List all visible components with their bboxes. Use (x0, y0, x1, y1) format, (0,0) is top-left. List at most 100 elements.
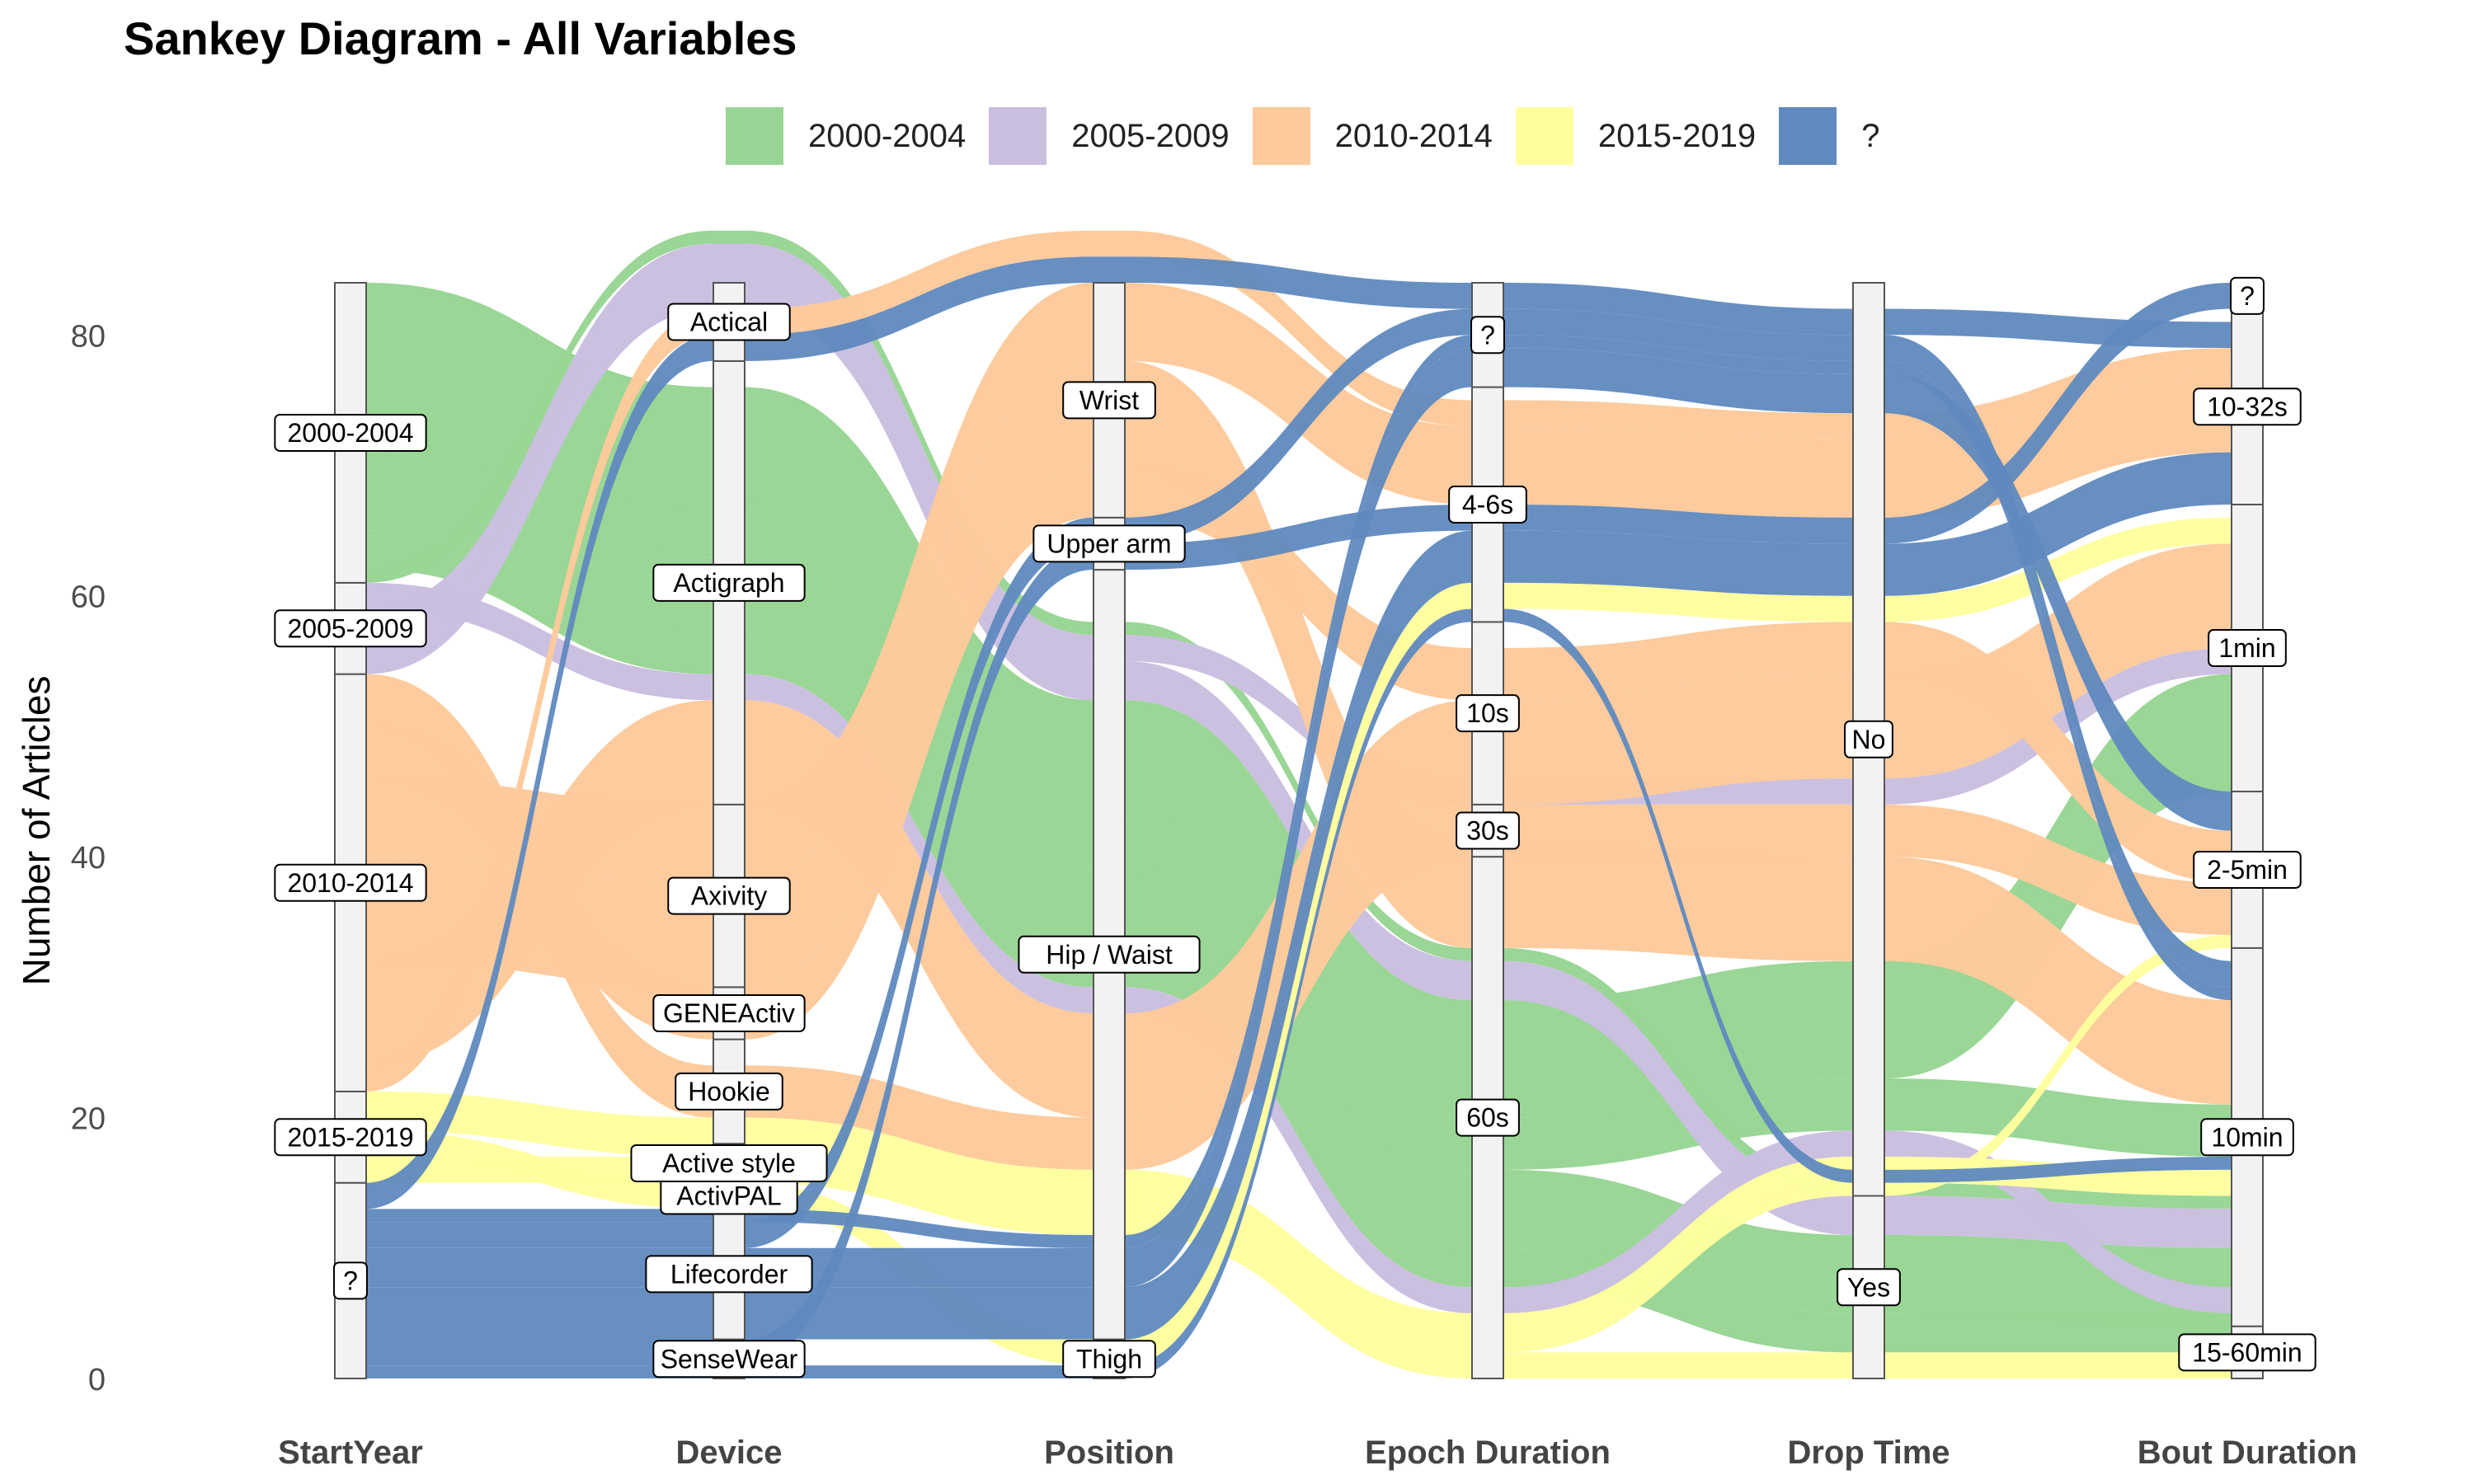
stratum-label: ? (1480, 320, 1495, 350)
stratum-label: 60s (1466, 1103, 1509, 1133)
flow-ribbon (366, 400, 2232, 1170)
y-axis-label: Number of Articles (15, 676, 58, 986)
stratum-label-box (1032, 524, 1186, 563)
stratum-label-box (274, 413, 427, 452)
stratum-label-box (274, 1118, 427, 1157)
x-axis-category-label: StartYear (278, 1435, 423, 1471)
legend-label: 2005-2009 (1071, 117, 1230, 154)
flow-ribbon (366, 465, 2232, 1040)
stratum-label: Actigraph (673, 568, 784, 598)
stratum-label: 2000-2004 (287, 418, 413, 448)
stratum-label: Hip / Waist (1046, 940, 1173, 970)
stratum-label: 2015-2019 (287, 1122, 413, 1152)
legend-label: ? (1861, 117, 1880, 154)
legend-item: 2000-2004 (726, 107, 966, 165)
stratum-label-box (1062, 381, 1156, 420)
stratum-label: 4-6s (1462, 490, 1513, 519)
stratum-label-box (645, 1255, 813, 1294)
stratum-label-box (2178, 1333, 2316, 1372)
chart-title: Sankey Diagram - All Variables (124, 12, 797, 64)
flow-ribbon (366, 452, 2232, 1340)
stratum-label: SenseWear (661, 1344, 798, 1374)
x-axis-category-label: Position (1044, 1435, 1174, 1471)
stratum-label-box (1470, 316, 1505, 355)
stratum-label: 30s (1466, 816, 1509, 846)
stratum-label: 10s (1466, 698, 1509, 728)
stratum-label-box (1844, 720, 1893, 758)
y-tick-label: 80 (71, 319, 106, 354)
stratum-label-box (652, 994, 806, 1032)
x-axis-category-label: Epoch Duration (1365, 1435, 1611, 1471)
stratum-label: No (1852, 725, 1886, 754)
stratum-label: Active style (662, 1148, 796, 1178)
stratum-label-box (274, 863, 427, 902)
stratum-label: Actical (690, 307, 768, 336)
flow-ribbon (366, 283, 2232, 1118)
stratum-label-box (1456, 811, 1520, 850)
legend-label: 2000-2004 (808, 117, 967, 154)
stratum-label: 1min (2218, 633, 2275, 663)
legend-swatch (726, 107, 783, 165)
stratum-label-box (1062, 1340, 1156, 1378)
stratum-label-box (1837, 1268, 1901, 1307)
legend-label: 2010-2014 (1334, 117, 1493, 154)
stratum-label: Wrist (1079, 385, 1139, 415)
flow-ribbon (366, 530, 2232, 1353)
stratum-label-box (1456, 694, 1520, 733)
legend-swatch (1252, 107, 1310, 165)
flow-ribbon (366, 335, 2232, 1248)
stratum-label: Axivity (691, 881, 767, 911)
legend-item: ? (1779, 107, 1879, 165)
flow-ribbon (366, 1091, 2232, 1340)
flow-layer (366, 230, 2232, 1378)
stratum-label-box (652, 563, 806, 602)
legend-item: 2015-2019 (1515, 107, 1756, 165)
stratum-label: GENEActiv (663, 998, 795, 1028)
flow-ribbon (366, 283, 2232, 883)
x-axis-category-label: Device (676, 1435, 783, 1471)
flow-ribbon (366, 452, 2232, 1327)
y-tick-label: 0 (88, 1363, 106, 1397)
legend-swatch (989, 107, 1047, 165)
stratum-label: 15-60min (2192, 1337, 2302, 1367)
flow-ribbon (366, 543, 2232, 1118)
stratum-label: Hookie (688, 1077, 770, 1106)
stratum-label: 10min (2211, 1122, 2283, 1152)
stratum-label: 2010-2014 (287, 868, 413, 898)
stratum-label-box (333, 1261, 368, 1300)
flow-ribbon (366, 348, 2232, 1288)
stratum-label-box (274, 609, 427, 648)
stratum-label: Lifecorder (670, 1259, 788, 1289)
stratum-label-box (667, 303, 791, 341)
legend-swatch (1779, 107, 1837, 165)
flow-ribbon (366, 608, 2232, 1378)
stratum-label-box (630, 1144, 828, 1182)
stratum-label: 2005-2009 (287, 613, 413, 643)
stratum-label-box (667, 876, 791, 915)
stratum-label-box (1448, 485, 1527, 524)
stratum-label: Yes (1847, 1272, 1890, 1302)
y-tick-label: 20 (71, 1102, 106, 1137)
stratum-label: Thigh (1076, 1344, 1142, 1374)
stratum-label: ActivPAL (676, 1181, 781, 1211)
stratum-label: Upper arm (1047, 528, 1171, 558)
stratum-label-box (2208, 629, 2287, 667)
stratum-label: ? (2240, 281, 2255, 311)
stratum-label: 2-5min (2207, 855, 2288, 885)
stratum-label-box (2230, 276, 2265, 315)
y-tick-label: 40 (71, 841, 106, 876)
x-axis-category-label: Bout Duration (2138, 1435, 2358, 1471)
legend: 2000-2004 2005-2009 2010-2014 2015-2019? (726, 107, 1903, 165)
stratum-label-box (2193, 850, 2302, 889)
stratum-label-box (2193, 387, 2302, 426)
stratum-label-box (2200, 1118, 2294, 1157)
legend-swatch (1515, 107, 1573, 165)
stratum-label: 10-32s (2207, 392, 2288, 421)
legend-item: 2010-2014 (1252, 107, 1493, 165)
x-axis-category-label: Drop Time (1787, 1435, 1950, 1471)
flow-ribbon (366, 360, 2232, 1105)
stratum-label-box (675, 1072, 783, 1111)
legend-item: 2005-2009 (989, 107, 1230, 165)
y-tick-label: 60 (71, 580, 106, 615)
